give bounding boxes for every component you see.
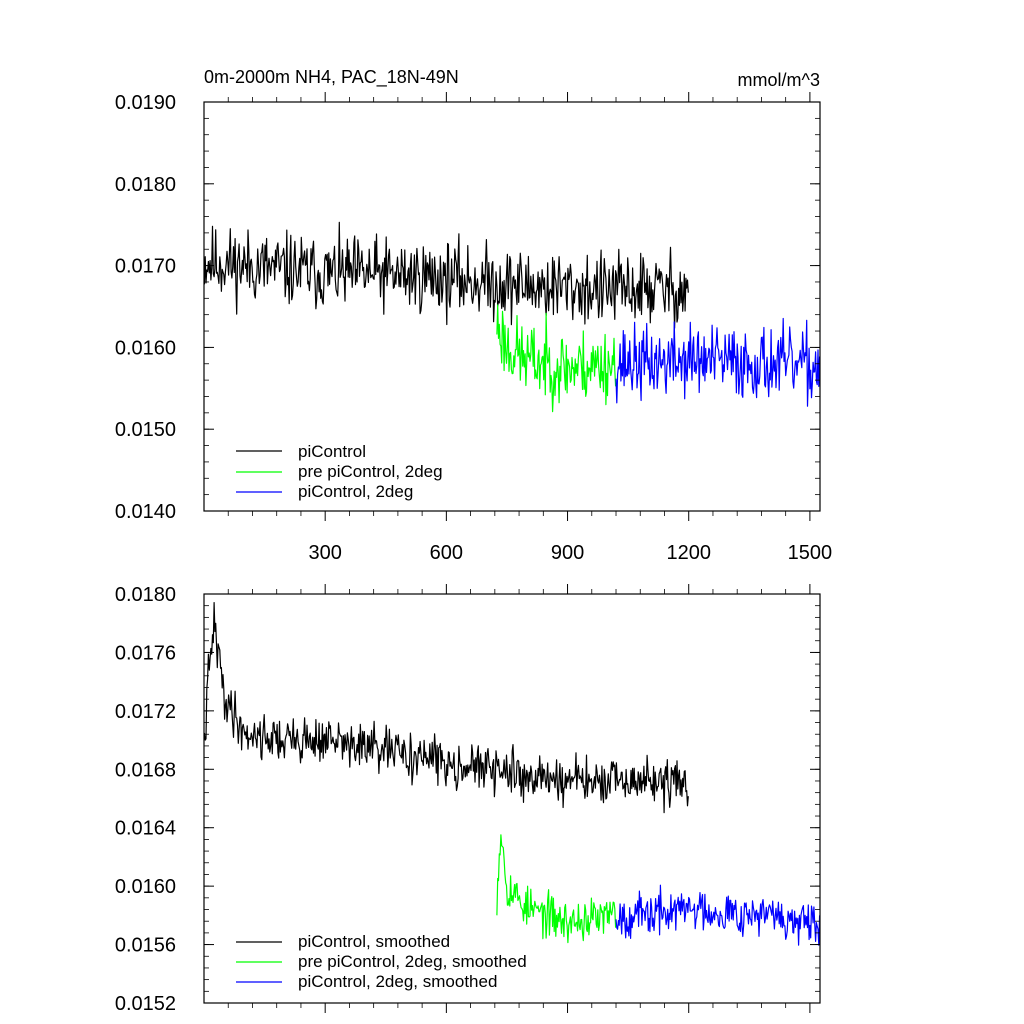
top-x-tick-label: 900 xyxy=(551,542,584,564)
bottom-y-tick-label: 0.0168 xyxy=(115,759,176,781)
top-y-tick-label: 0.0190 xyxy=(115,92,176,114)
bottom-series-line-picontrol-2deg-smoothed xyxy=(615,884,821,946)
bottom-y-tick-label: 0.0156 xyxy=(115,935,176,957)
legend-label-pre-picontrol-2deg-smoothed: pre piControl, 2deg, smoothed xyxy=(298,952,527,971)
bottom-series-line-picontrol-smoothed xyxy=(203,602,689,814)
top-y-tick-label: 0.0170 xyxy=(115,256,176,278)
top-y-tick-label: 0.0150 xyxy=(115,419,176,441)
bottom-y-tick-label: 0.0180 xyxy=(115,584,176,606)
bottom-series-line-pre-picontrol-2deg-smoothed xyxy=(496,834,617,944)
top-chart-title: 0m-2000m NH4, PAC_18N-49N xyxy=(204,67,459,88)
legend-label-picontrol-smoothed: piControl, smoothed xyxy=(298,932,450,951)
top-legend: piControl pre piControl, 2deg piControl,… xyxy=(236,442,443,501)
bottom-y-tick-label: 0.0172 xyxy=(115,701,176,723)
legend-label-picontrol-2deg: piControl, 2deg xyxy=(298,482,413,501)
bottom-series-lines xyxy=(203,602,821,946)
top-series-lines xyxy=(203,221,821,413)
top-x-tick-label: 300 xyxy=(308,542,341,564)
top-series-line-picontrol-2deg xyxy=(615,317,821,407)
top-axis-ticks: 0.0140 0.0150 0.0160 0.0170 0.0180 0.0190 300 6… xyxy=(115,92,832,564)
bottom-legend: piControl, smoothed pre piControl, 2deg,… xyxy=(236,932,527,991)
top-x-tick-label: 600 xyxy=(430,542,463,564)
bottom-axis-ticks: 0.0152 0.0156 0.0160 0.0164 0.0168 0.0172 0.01… xyxy=(115,584,820,1015)
top-plot-frame xyxy=(203,101,821,512)
bottom-y-tick-label: 0.0152 xyxy=(115,993,176,1015)
legend-label-picontrol: piControl xyxy=(298,442,366,461)
top-y-tick-label: 0.0180 xyxy=(115,174,176,196)
top-y-tick-label: 0.0140 xyxy=(115,501,176,523)
bottom-y-tick-label: 0.0176 xyxy=(115,642,176,664)
top-y-tick-label: 0.0160 xyxy=(115,337,176,359)
legend-label-picontrol-2deg-smoothed: piControl, 2deg, smoothed xyxy=(298,972,497,991)
bottom-y-tick-label: 0.0164 xyxy=(115,818,176,840)
legend-label-pre-picontrol-2deg: pre piControl, 2deg xyxy=(298,462,443,481)
top-series-line-picontrol xyxy=(203,221,689,329)
top-x-tick-label: 1500 xyxy=(788,542,833,564)
top-chart-units: mmol/m^3 xyxy=(738,70,820,90)
top-series-line-pre-picontrol-2deg xyxy=(496,304,617,413)
bottom-y-tick-label: 0.0160 xyxy=(115,876,176,898)
top-x-tick-label: 1200 xyxy=(666,542,711,564)
top-panel: 0m-2000m NH4, PAC_18N-49N mmol/m^3 0.014… xyxy=(115,67,832,564)
bottom-plot-frame xyxy=(203,593,821,1004)
bottom-panel: 0.0152 0.0156 0.0160 0.0164 0.0168 0.0172 0.01… xyxy=(115,584,821,1015)
